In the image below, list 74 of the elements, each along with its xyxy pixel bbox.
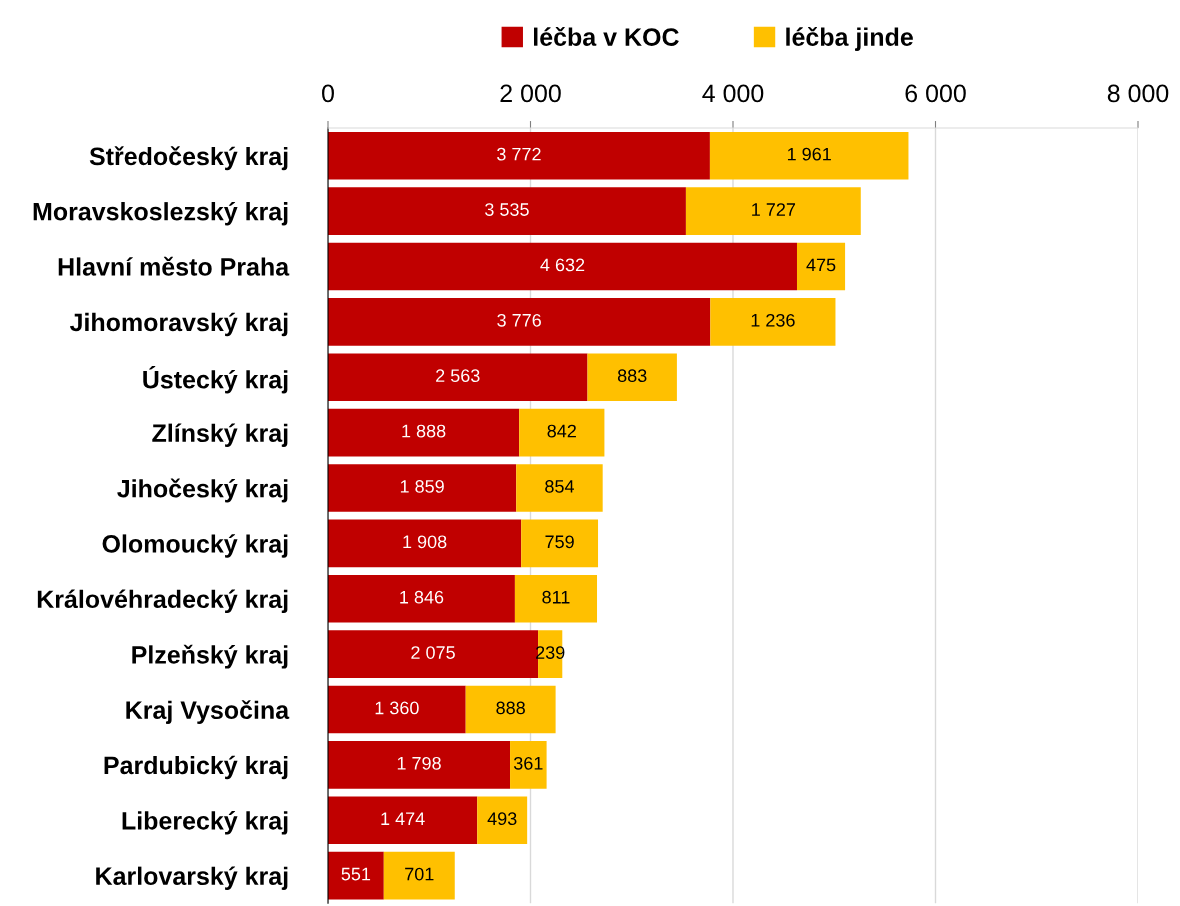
data-label: 1 474 <box>381 812 425 825</box>
data-label: 759 <box>545 535 574 549</box>
data-label: 4 632 <box>540 258 585 272</box>
data-label: 1 859 <box>400 480 444 493</box>
y-tick-label: Karlovarský kraj <box>96 866 288 890</box>
data-label: 888 <box>496 701 525 715</box>
data-label: 854 <box>545 480 574 493</box>
bar <box>383 851 455 900</box>
data-label: 842 <box>547 424 576 438</box>
x-tick-label: 2 000 <box>500 84 561 103</box>
bar <box>328 464 517 512</box>
legend-label: léčba jinde <box>786 27 913 51</box>
data-label: 1 908 <box>403 535 447 549</box>
bar <box>514 574 598 623</box>
data-label: 3 535 <box>485 203 529 216</box>
data-label: 2 075 <box>411 646 455 659</box>
data-label: 1 236 <box>751 313 795 327</box>
y-tick-label: Zlínský kraj <box>152 423 288 447</box>
y-tick-label: Ústecký kraj <box>143 366 288 394</box>
bar <box>328 353 588 402</box>
bar <box>328 187 686 235</box>
bar <box>328 796 478 845</box>
bar <box>519 408 605 457</box>
data-label: 1 360 <box>375 701 419 715</box>
data-label: 361 <box>513 756 543 770</box>
data-label: 811 <box>542 590 570 604</box>
bar <box>328 574 515 623</box>
x-tick-label: 0 <box>322 84 334 103</box>
bar <box>521 519 599 568</box>
data-label: 3 772 <box>497 147 541 161</box>
data-label: 1 798 <box>397 756 441 770</box>
bar <box>328 519 522 568</box>
bar <box>710 298 836 346</box>
data-label: 701 <box>405 867 434 881</box>
y-tick-label: Hlavní město Praha <box>58 256 290 276</box>
y-tick-label: Kraj Vysočina <box>126 700 290 724</box>
x-tick-label: 4 000 <box>702 84 764 103</box>
bar <box>685 187 861 235</box>
data-label: 883 <box>617 369 647 383</box>
y-tick-label: Moravskoslezský kraj <box>33 201 288 226</box>
data-label: 551 <box>341 867 371 881</box>
x-tick-label: 6 000 <box>905 84 966 103</box>
data-label: 1 961 <box>787 147 831 161</box>
bar <box>328 242 797 291</box>
data-label: 1 727 <box>752 203 796 216</box>
y-tick-label: Královéhradecký kraj <box>37 589 288 614</box>
bar <box>709 131 909 180</box>
y-tick-label: Jihočeský kraj <box>117 478 288 503</box>
bar <box>477 796 528 845</box>
bar <box>328 298 711 346</box>
y-tick-label: Liberecký kraj <box>122 811 288 835</box>
y-tick-label: Jihomoravský kraj <box>69 312 288 337</box>
bar <box>328 685 466 734</box>
y-tick-label: Pardubický kraj <box>104 755 288 780</box>
legend-label: léčba v KOC <box>534 27 679 46</box>
bar <box>510 741 547 789</box>
y-tick-label: Olomoucký kraj <box>102 534 288 558</box>
bar <box>516 464 603 512</box>
data-label: 2 563 <box>436 369 480 383</box>
data-label: 1 846 <box>400 590 444 604</box>
bar <box>328 408 520 457</box>
data-label: 475 <box>806 258 836 272</box>
data-label: 493 <box>487 812 517 826</box>
bar <box>328 741 511 789</box>
y-tick-label: Středočeský kraj <box>89 146 288 171</box>
data-label: 3 776 <box>497 313 541 327</box>
bar <box>587 353 677 402</box>
bar <box>465 685 556 734</box>
y-tick-label: Plzeňský kraj <box>132 644 288 669</box>
bar <box>796 242 846 291</box>
bar <box>328 131 710 180</box>
x-tick-label: 8 000 <box>1107 84 1169 103</box>
data-label: 1 888 <box>402 424 446 438</box>
bar <box>328 851 384 900</box>
